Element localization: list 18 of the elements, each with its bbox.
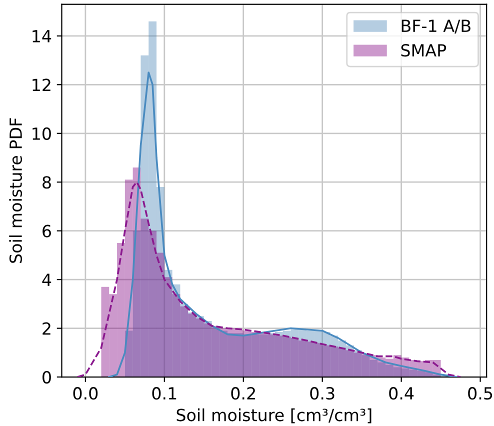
y-tick-label: 2 [42, 322, 50, 335]
y-axis-title: Soil moisture PDF [9, 118, 22, 263]
x-tick-label: 0.5 [468, 387, 492, 400]
x-tick-label: 0.1 [152, 387, 176, 400]
y-tick-label: 12 [32, 78, 50, 91]
y-tick-label: 10 [32, 127, 51, 140]
x-tick-label: 0.4 [389, 387, 414, 400]
x-tick-label: 0.0 [73, 387, 98, 400]
legend-label: SMAP [401, 44, 446, 57]
y-tick-label: 4 [42, 274, 52, 286]
y-tick-label: 8 [42, 176, 51, 189]
legend-label: BF-1 A/B [402, 20, 470, 34]
y-tick-label: 14 [32, 30, 52, 42]
y-tick-label: 0 [42, 370, 51, 384]
x-axis-title: Soil moisture [cm³/cm³] [176, 408, 372, 424]
x-tick-label: 0.2 [231, 387, 255, 400]
y-tick-label: 6 [42, 224, 51, 238]
x-tick-label: 0.3 [310, 387, 334, 400]
